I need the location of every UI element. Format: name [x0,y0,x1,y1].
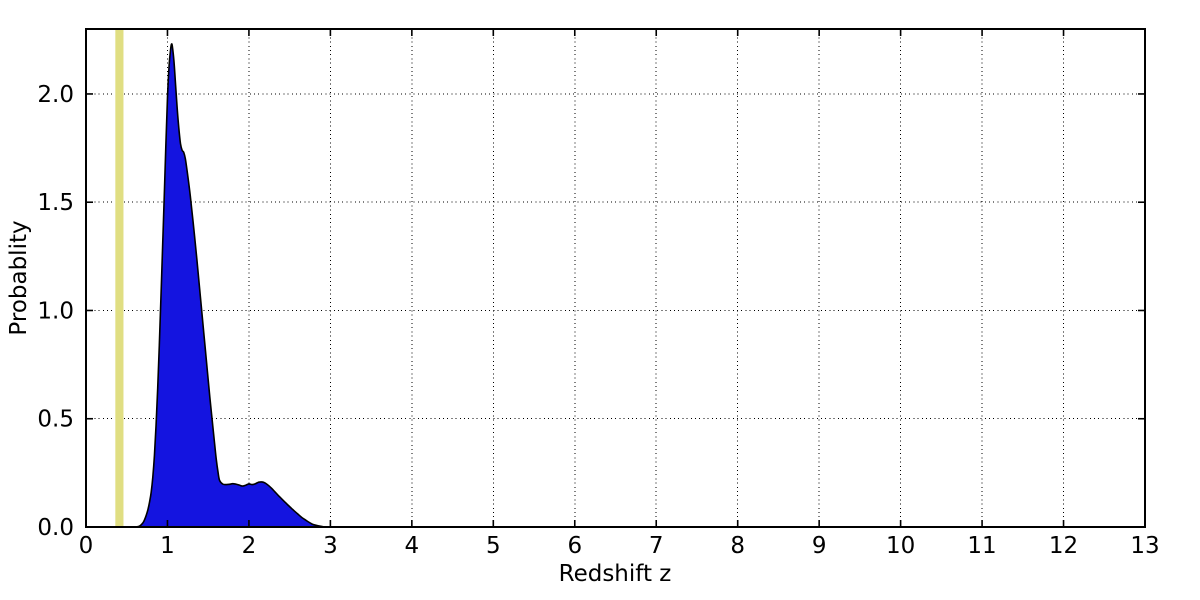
y-gridlines [86,93,1145,420]
x-tick-label: 6 [567,533,582,559]
plot-area-background [86,29,1145,527]
y-tick-label: 1.0 [37,298,74,324]
x-axis-ticks [85,29,1146,527]
series-outline-redshift-probability [85,43,1146,528]
x-tick-label: 2 [242,533,257,559]
x-tick-label: 9 [812,533,827,559]
series-fill-redshift-probability [86,43,1145,528]
x-axis-title: Redshift z [559,561,672,587]
x-tick-label: 12 [1049,533,1078,559]
y-axis-tick-labels: 0.0 0.5 1.0 1.5 2.0 [37,82,74,541]
x-tick-label: 5 [486,533,501,559]
x-tick-label: 7 [649,533,664,559]
plot-frame [85,28,1146,528]
y-tick-label: 1.5 [37,190,74,216]
x-tick-label: 0 [79,533,94,559]
x-axis-tick-labels: 0 1 2 3 4 5 6 7 8 9 10 11 12 13 [79,533,1160,559]
y-tick-label: 2.0 [37,82,74,108]
x-tick-label: 3 [323,533,338,559]
y-axis-ticks [86,93,1145,528]
y-tick-label: 0.5 [37,407,74,433]
data-series-group [85,43,1146,528]
y-tick-label: 0.0 [37,515,74,541]
x-tick-label: 11 [967,533,996,559]
x-tick-label: 1 [160,533,175,559]
x-tick-label: 13 [1130,533,1159,559]
redshift-marker-band [115,30,124,527]
y-axis-title: Probablity [6,220,32,335]
chart-annotations [115,30,124,527]
x-tick-label: 8 [730,533,745,559]
x-tick-label: 4 [405,533,420,559]
x-tick-label: 10 [886,533,915,559]
